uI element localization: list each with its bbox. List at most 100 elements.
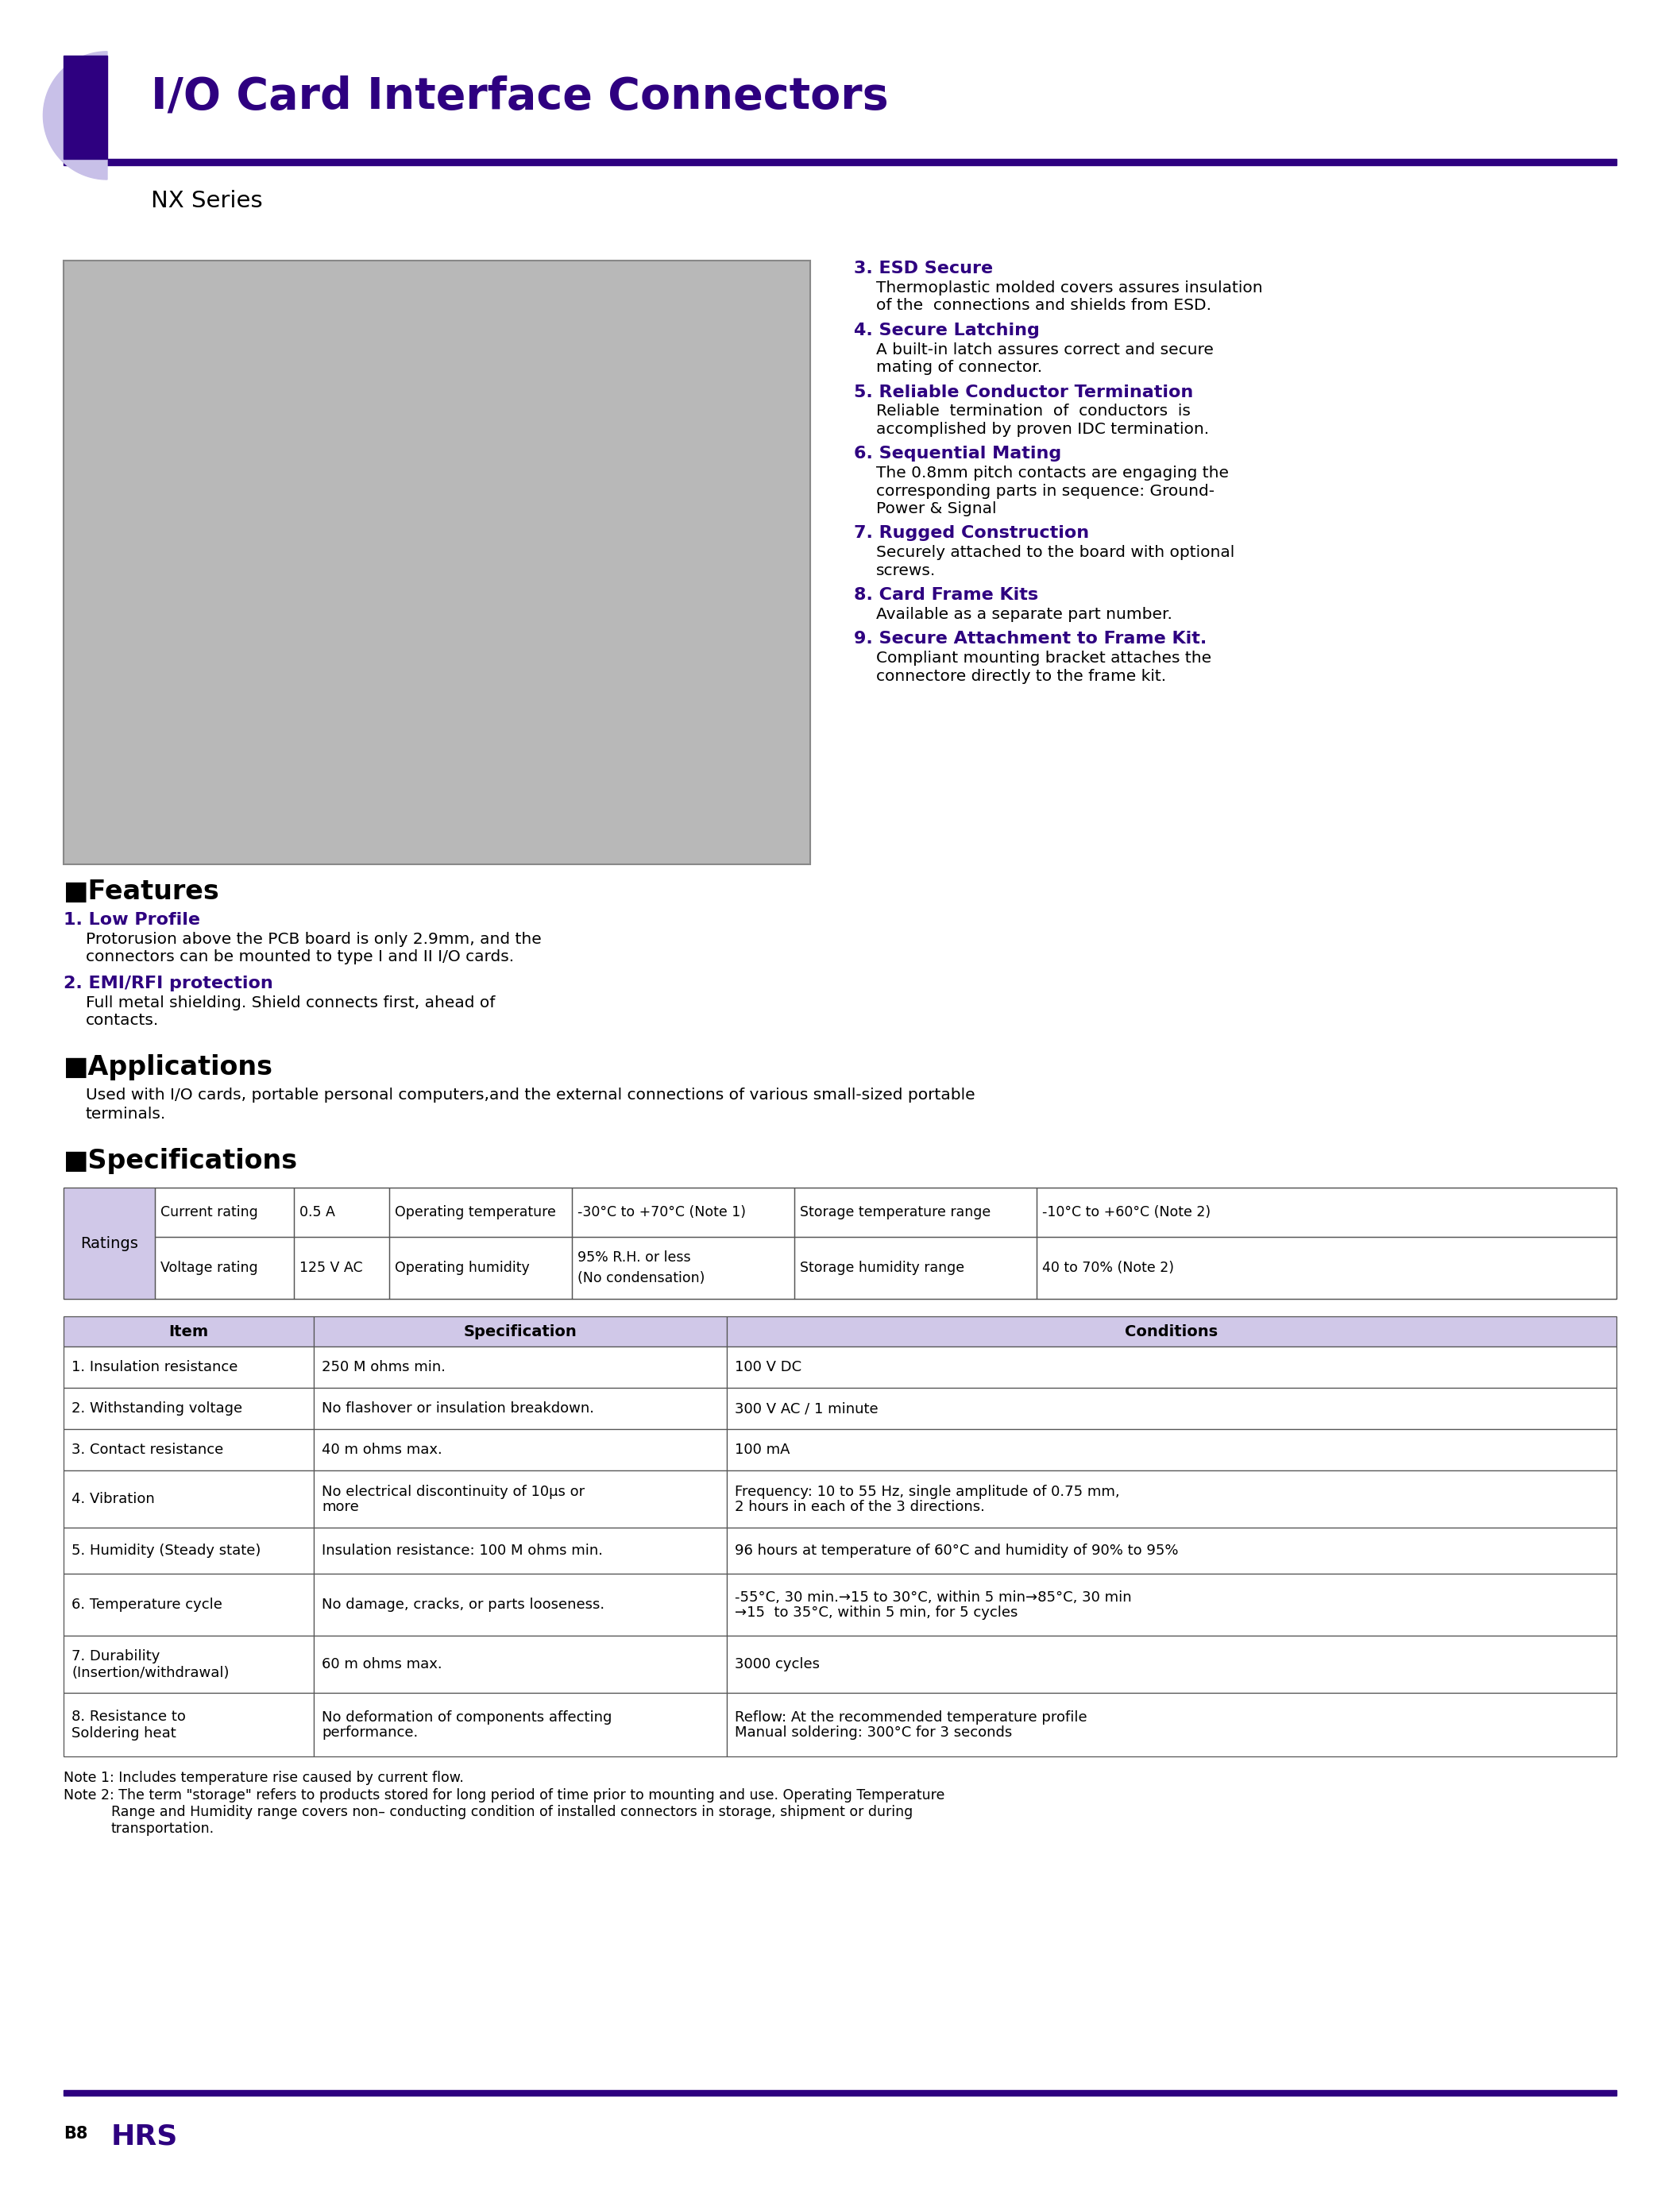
Bar — [64, 160, 1616, 166]
Bar — [314, 1693, 727, 1756]
Text: Soldering heat: Soldering heat — [72, 1726, 176, 1741]
Text: Insulation resistance: 100 M ohms min.: Insulation resistance: 100 M ohms min. — [321, 1544, 603, 1557]
Text: terminals.: terminals. — [86, 1107, 166, 1122]
Text: Reliable  termination  of  conductors  is: Reliable termination of conductors is — [877, 405, 1191, 420]
Text: Full metal shielding. Shield connects first, ahead of: Full metal shielding. Shield connects fi… — [86, 995, 496, 1010]
Text: No flashover or insulation breakdown.: No flashover or insulation breakdown. — [321, 1402, 595, 1415]
Text: connectore directly to the frame kit.: connectore directly to the frame kit. — [877, 669, 1166, 685]
Bar — [314, 1636, 727, 1693]
Bar — [64, 1389, 314, 1430]
Text: 1. Low Profile: 1. Low Profile — [64, 912, 200, 927]
Text: Operating temperature: Operating temperature — [395, 1205, 556, 1220]
Text: 5. Reliable Conductor Termination: 5. Reliable Conductor Termination — [853, 385, 1193, 400]
Text: connectors can be mounted to type I and II I/O cards.: connectors can be mounted to type I and … — [86, 949, 514, 964]
Bar — [64, 260, 810, 864]
Text: Storage temperature range: Storage temperature range — [800, 1205, 991, 1220]
Bar — [727, 1470, 1616, 1529]
Text: 2 hours in each of the 3 directions.: 2 hours in each of the 3 directions. — [734, 1500, 984, 1513]
Text: 1. Insulation resistance: 1. Insulation resistance — [72, 1360, 239, 1376]
Bar — [64, 1470, 314, 1529]
Text: NX Series: NX Series — [151, 190, 262, 212]
Bar — [1037, 1238, 1616, 1299]
Text: Reflow: At the recommended temperature profile: Reflow: At the recommended temperature p… — [734, 1710, 1087, 1723]
Bar — [727, 1347, 1616, 1389]
Text: Note 2: The term "storage" refers to products stored for long period of time pri: Note 2: The term "storage" refers to pro… — [64, 1789, 944, 1802]
Bar — [294, 1238, 390, 1299]
Bar — [314, 1317, 727, 1347]
Bar — [64, 55, 108, 160]
Text: -55°C, 30 min.→15 to 30°C, within 5 min→85°C, 30 min: -55°C, 30 min.→15 to 30°C, within 5 min→… — [734, 1590, 1132, 1605]
Text: Available as a separate part number.: Available as a separate part number. — [877, 608, 1173, 621]
Text: 6. Temperature cycle: 6. Temperature cycle — [72, 1599, 222, 1612]
Bar — [64, 1188, 1616, 1299]
Bar — [727, 1575, 1616, 1636]
Bar — [314, 1470, 727, 1529]
Text: 95% R.H. or less: 95% R.H. or less — [578, 1251, 690, 1264]
Text: Storage humidity range: Storage humidity range — [800, 1262, 964, 1275]
Text: Securely attached to the board with optional: Securely attached to the board with opti… — [877, 545, 1235, 560]
Text: No damage, cracks, or parts looseness.: No damage, cracks, or parts looseness. — [321, 1599, 605, 1612]
Text: Item: Item — [168, 1323, 208, 1338]
Text: of the  connections and shields from ESD.: of the connections and shields from ESD. — [877, 297, 1211, 313]
Text: ■Specifications: ■Specifications — [64, 1148, 297, 1174]
Text: 6. Sequential Mating: 6. Sequential Mating — [853, 446, 1062, 461]
Bar — [795, 1188, 1037, 1238]
Text: accomplished by proven IDC termination.: accomplished by proven IDC termination. — [877, 422, 1210, 437]
Bar — [64, 1636, 314, 1693]
Text: Compliant mounting bracket attaches the: Compliant mounting bracket attaches the — [877, 652, 1211, 667]
Text: Ratings: Ratings — [81, 1236, 138, 1251]
Text: Thermoplastic molded covers assures insulation: Thermoplastic molded covers assures insu… — [877, 280, 1263, 295]
Text: I/O Card Interface Connectors: I/O Card Interface Connectors — [151, 77, 889, 118]
Bar — [64, 2091, 1616, 2095]
Bar — [727, 1693, 1616, 1756]
Text: 4. Secure Latching: 4. Secure Latching — [853, 321, 1040, 339]
Bar — [294, 1188, 390, 1238]
Bar — [155, 1188, 294, 1238]
Text: →15  to 35°C, within 5 min, for 5 cycles: →15 to 35°C, within 5 min, for 5 cycles — [734, 1605, 1018, 1621]
Text: contacts.: contacts. — [86, 1013, 160, 1028]
Text: 0.5 A: 0.5 A — [299, 1205, 334, 1220]
Text: Conditions: Conditions — [1126, 1323, 1218, 1338]
Text: Specification: Specification — [464, 1323, 576, 1338]
Text: HRS: HRS — [111, 2124, 178, 2150]
Text: -30°C to +70°C (Note 1): -30°C to +70°C (Note 1) — [578, 1205, 746, 1220]
Text: 8. Resistance to: 8. Resistance to — [72, 1710, 186, 1723]
Text: 5. Humidity (Steady state): 5. Humidity (Steady state) — [72, 1544, 260, 1557]
Bar — [314, 1430, 727, 1470]
Text: 7. Durability: 7. Durability — [72, 1649, 160, 1664]
Text: ■Applications: ■Applications — [64, 1054, 274, 1080]
Text: A built-in latch assures correct and secure: A built-in latch assures correct and sec… — [877, 341, 1213, 356]
Bar — [727, 1430, 1616, 1470]
Text: 100 mA: 100 mA — [734, 1443, 790, 1457]
Text: performance.: performance. — [321, 1726, 418, 1741]
Text: transportation.: transportation. — [111, 1822, 215, 1835]
Text: 9. Secure Attachment to Frame Kit.: 9. Secure Attachment to Frame Kit. — [853, 632, 1206, 647]
Bar — [571, 1188, 795, 1238]
Bar — [727, 1389, 1616, 1430]
Bar — [314, 1529, 727, 1575]
Text: 100 V DC: 100 V DC — [734, 1360, 801, 1376]
Bar — [390, 1238, 571, 1299]
Text: 2. Withstanding voltage: 2. Withstanding voltage — [72, 1402, 242, 1415]
Text: 40 to 70% (Note 2): 40 to 70% (Note 2) — [1042, 1262, 1174, 1275]
Bar — [390, 1188, 571, 1238]
Text: (Insertion/withdrawal): (Insertion/withdrawal) — [72, 1666, 228, 1680]
Bar — [64, 1529, 314, 1575]
Text: B8: B8 — [64, 2126, 87, 2141]
Text: 60 m ohms max.: 60 m ohms max. — [321, 1658, 442, 1671]
Bar — [727, 1529, 1616, 1575]
Text: Manual soldering: 300°C for 3 seconds: Manual soldering: 300°C for 3 seconds — [734, 1726, 1011, 1741]
Text: No electrical discontinuity of 10μs or: No electrical discontinuity of 10μs or — [321, 1485, 585, 1498]
Text: Current rating: Current rating — [161, 1205, 259, 1220]
Bar — [64, 1430, 314, 1470]
Text: 7. Rugged Construction: 7. Rugged Construction — [853, 525, 1089, 542]
Text: mating of connector.: mating of connector. — [877, 361, 1042, 374]
Text: The 0.8mm pitch contacts are engaging the: The 0.8mm pitch contacts are engaging th… — [877, 466, 1228, 481]
Text: 96 hours at temperature of 60°C and humidity of 90% to 95%: 96 hours at temperature of 60°C and humi… — [734, 1544, 1178, 1557]
Text: 8. Card Frame Kits: 8. Card Frame Kits — [853, 588, 1038, 604]
Bar — [64, 1317, 314, 1347]
Text: -10°C to +60°C (Note 2): -10°C to +60°C (Note 2) — [1042, 1205, 1211, 1220]
Text: 300 V AC / 1 minute: 300 V AC / 1 minute — [734, 1402, 879, 1415]
Text: Protorusion above the PCB board is only 2.9mm, and the: Protorusion above the PCB board is only … — [86, 932, 541, 947]
Text: 125 V AC: 125 V AC — [299, 1262, 363, 1275]
